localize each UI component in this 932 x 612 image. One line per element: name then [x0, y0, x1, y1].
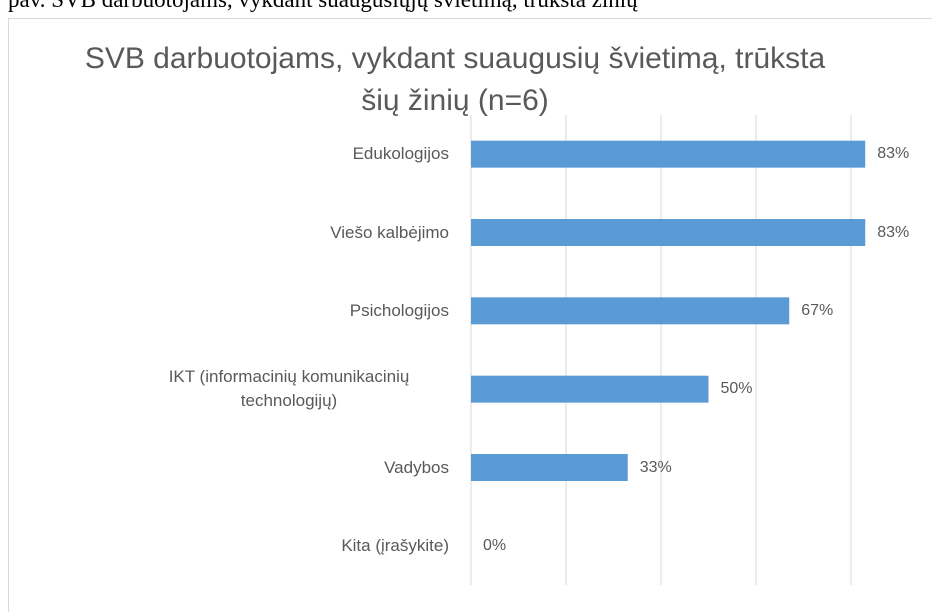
bar [471, 375, 709, 403]
bar [471, 219, 866, 246]
y-tick-label: Psichologijos [349, 300, 449, 320]
chart-title: SVB darbuotojams, vykdant suaugusių švie… [84, 42, 826, 117]
data-label: 83% [877, 145, 910, 163]
caption: pav. SVB darbuotojams, vykdant suaugusių… [8, 0, 638, 13]
chart-frame [8, 18, 932, 612]
data-label: 0% [483, 536, 507, 554]
y-tick-label: Kita (įrašykite) [341, 535, 449, 555]
bar [471, 297, 790, 325]
data-label: 33% [639, 458, 672, 476]
data-label: 50% [720, 380, 753, 398]
y-tick-label: Edukologijos [352, 144, 449, 164]
bar [471, 140, 866, 168]
data-label: 83% [877, 223, 910, 241]
bar [471, 454, 628, 481]
y-tick-label: Viešo kalbėjimo [330, 222, 449, 242]
data-label: 67% [801, 301, 834, 319]
y-tick-label: IKT (informacinių komunikacinių technolo… [168, 367, 410, 411]
y-tick-label: Vadybos [384, 457, 449, 477]
